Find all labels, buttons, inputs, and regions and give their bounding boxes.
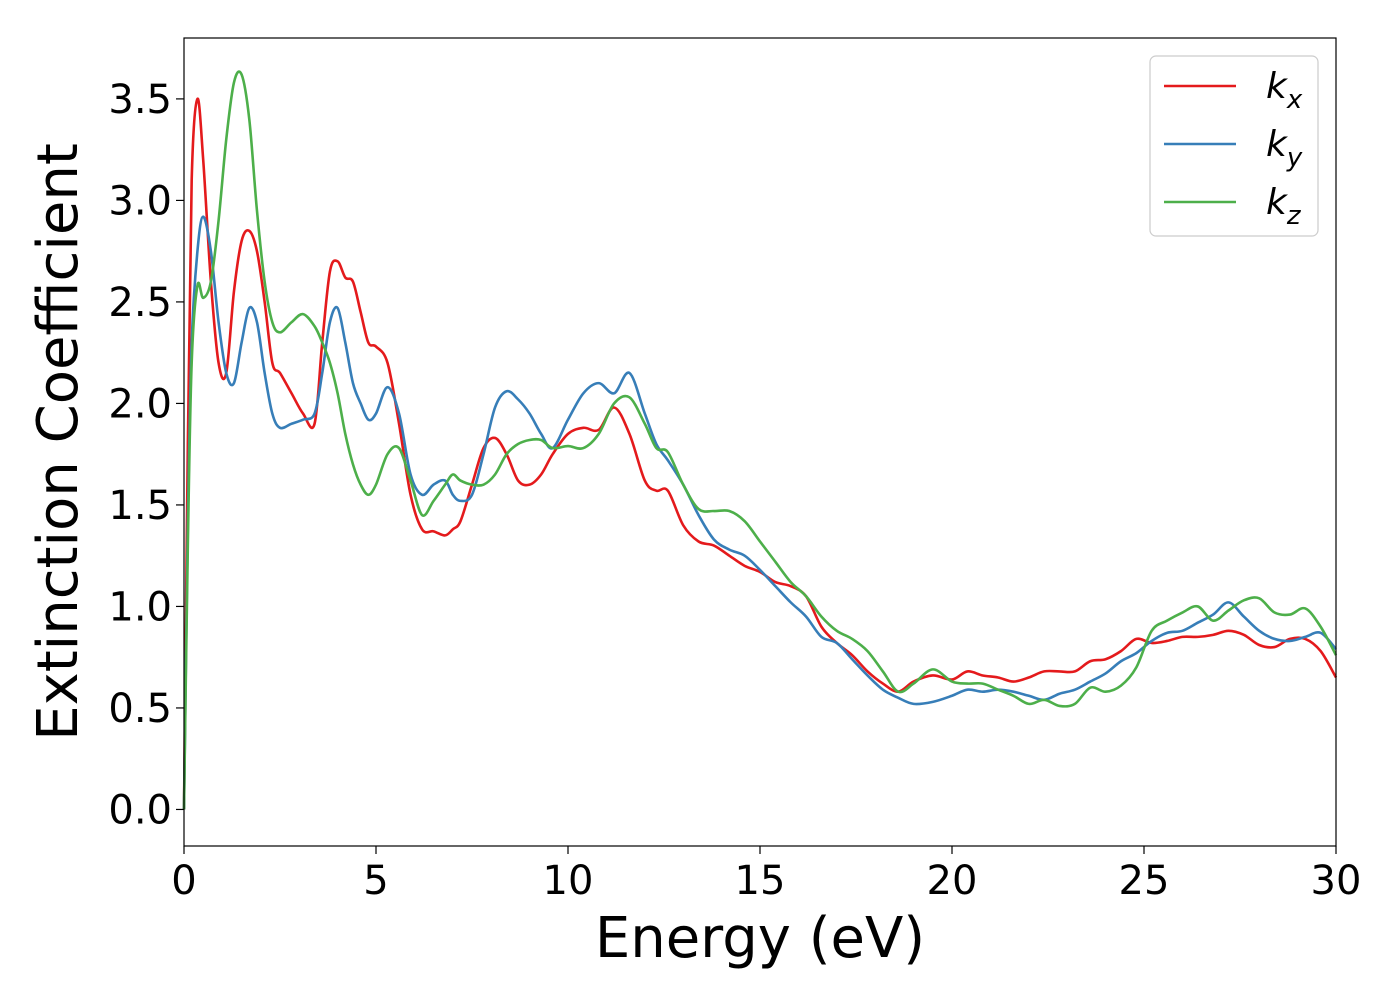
- y-tick-label: 0.0: [108, 787, 172, 833]
- legend: kx ky kz: [1149, 55, 1319, 237]
- legend-box: [1149, 55, 1319, 237]
- y-tick-label: 2.0: [108, 381, 172, 427]
- series-line-k-y: [182, 215, 1337, 810]
- x-axis-ticks: 0 5 10 15 20 25 30: [171, 846, 1361, 904]
- y-tick-label: 2.5: [108, 280, 172, 326]
- x-tick-label: 20: [927, 858, 978, 904]
- series-layer: [182, 70, 1338, 810]
- x-tick-label: 15: [735, 858, 786, 904]
- y-tick-label: 3.5: [108, 77, 172, 123]
- y-tick-label: 0.5: [108, 686, 172, 732]
- x-tick-label: 5: [363, 858, 388, 904]
- legend-label: ky: [1266, 124, 1303, 173]
- legend-label: kx: [1266, 66, 1303, 115]
- legend-label: kz: [1266, 182, 1302, 231]
- x-axis-label: Energy (eV): [595, 906, 925, 971]
- y-tick-label: 3.0: [108, 178, 172, 224]
- plot-area: [184, 38, 1336, 846]
- y-tick-label: 1.0: [108, 584, 172, 630]
- y-axis-ticks: 0.0 0.5 1.0 1.5 2.0 2.5 3.0 3.5: [108, 77, 184, 833]
- x-tick-label: 0: [171, 858, 196, 904]
- x-tick-label: 10: [543, 858, 594, 904]
- x-tick-label: 25: [1119, 858, 1170, 904]
- y-axis-label: Extinction Coefficient: [26, 143, 91, 741]
- x-tick-label: 30: [1311, 858, 1362, 904]
- y-tick-label: 1.5: [108, 483, 172, 529]
- series-line-k-z: [182, 70, 1338, 810]
